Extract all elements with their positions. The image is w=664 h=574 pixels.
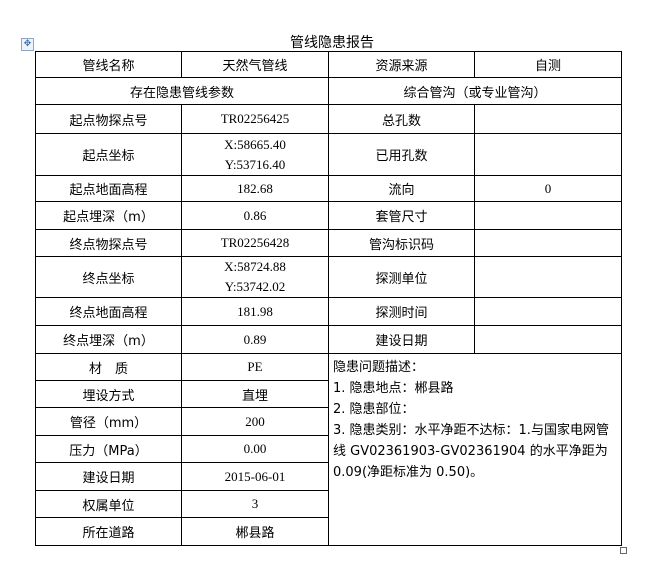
label-cell: 终点埋深（m） <box>35 325 182 354</box>
label-cell: 管线名称 <box>35 51 182 78</box>
value-cell: 0 <box>474 175 622 202</box>
label-cell: 已用孔数 <box>328 133 475 176</box>
value-cell: 自测 <box>474 51 622 78</box>
value-cell: 181.98 <box>181 297 329 326</box>
label-cell: 流向 <box>328 175 475 202</box>
value-cell: 182.68 <box>181 175 329 202</box>
value-cell: X:58724.88 Y:53742.02 <box>181 256 329 298</box>
label-cell: 终点物探点号 <box>35 229 182 257</box>
label-cell: 起点埋深（m） <box>35 201 182 230</box>
label-cell: 埋设方式 <box>35 380 182 408</box>
section-header-left: 存在隐患管线参数 <box>35 77 329 105</box>
value-cell <box>474 201 622 230</box>
value-cell <box>474 104 622 134</box>
value-cell: 0.89 <box>181 325 329 354</box>
label-cell: 起点物探点号 <box>35 104 182 134</box>
value-cell: TR02256425 <box>181 104 329 134</box>
label-cell: 探测单位 <box>328 256 475 298</box>
value-cell: PE <box>181 353 329 381</box>
value-cell: 0.00 <box>181 435 329 463</box>
description-line: 3. 隐患类别：水平净距不达标：1.与国家电网管线 GV02361903-GV0… <box>333 423 609 480</box>
label-cell: 终点坐标 <box>35 256 182 298</box>
report-title: 管线隐患报告 <box>290 35 374 51</box>
value-cell <box>474 229 622 257</box>
label-cell: 探测时间 <box>328 297 475 326</box>
table-move-handle-icon[interactable]: ✥ <box>21 38 34 51</box>
value-cell: 0.86 <box>181 201 329 230</box>
value-cell: 3 <box>181 490 329 518</box>
value-cell: 郴县路 <box>181 517 329 546</box>
table-resize-handle[interactable] <box>620 547 627 554</box>
value-cell: X:58665.40 Y:53716.40 <box>181 133 329 176</box>
description-heading: 隐患问题描述： <box>333 360 425 375</box>
description-line: 1. 隐患地点：郴县路 <box>333 381 454 396</box>
label-cell: 管沟标识码 <box>328 229 475 257</box>
value-cell: 直埋 <box>181 380 329 408</box>
label-cell: 权属单位 <box>35 490 182 518</box>
coord-x: X:58724.88 <box>224 259 286 274</box>
label-cell: 管径（mm） <box>35 407 182 436</box>
coord-y: Y:53716.40 <box>224 156 286 172</box>
coord-x: X:58665.40 <box>224 136 286 152</box>
value-cell <box>474 325 622 354</box>
value-cell <box>474 297 622 326</box>
coord-y: Y:53742.02 <box>224 279 286 294</box>
report-table: 管线名称 天然气管线 资源来源 自测 存在隐患管线参数 综合管沟（或专业管沟） … <box>35 51 622 546</box>
label-cell: 资源来源 <box>328 51 475 78</box>
value-cell: 2015-06-01 <box>181 462 329 491</box>
label-cell: 终点地面高程 <box>35 297 182 326</box>
value-cell: 200 <box>181 407 329 436</box>
value-cell <box>474 133 622 176</box>
value-cell <box>474 256 622 298</box>
section-header-right: 综合管沟（或专业管沟） <box>328 77 622 105</box>
label-cell: 压力（MPa） <box>35 435 182 463</box>
label-cell: 起点地面高程 <box>35 175 182 202</box>
value-cell: TR02256428 <box>181 229 329 257</box>
label-cell: 材 质 <box>35 353 182 381</box>
value-cell: 天然气管线 <box>181 51 329 78</box>
hazard-description: 隐患问题描述： 1. 隐患地点：郴县路 2. 隐患部位： 3. 隐患类别：水平净… <box>328 353 622 546</box>
label-cell: 建设日期 <box>35 462 182 491</box>
description-line: 2. 隐患部位： <box>333 402 415 417</box>
label-cell: 总孔数 <box>328 104 475 134</box>
label-cell: 建设日期 <box>328 325 475 354</box>
label-cell: 所在道路 <box>35 517 182 546</box>
label-cell: 起点坐标 <box>35 133 182 176</box>
label-cell: 套管尺寸 <box>328 201 475 230</box>
